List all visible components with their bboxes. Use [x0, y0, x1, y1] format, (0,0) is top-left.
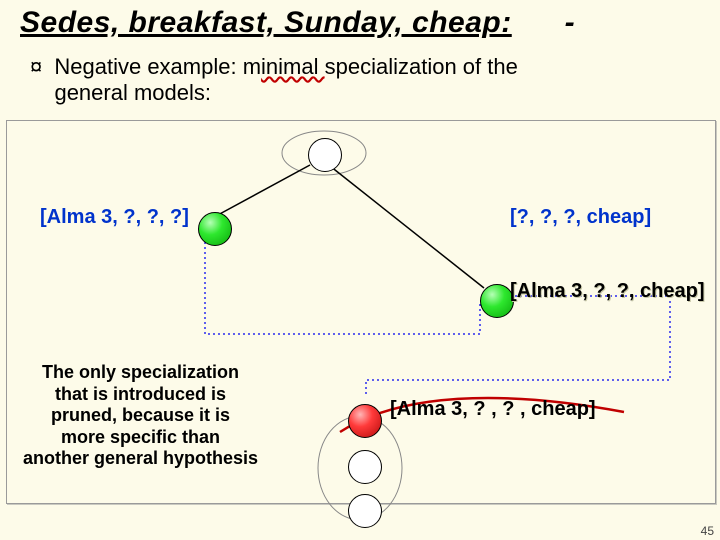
commentary-l4: more specific than — [61, 427, 220, 447]
sub-post: specialization of the — [325, 54, 518, 79]
commentary-l5: another general hypothesis — [23, 448, 258, 468]
node-right-green — [480, 284, 514, 318]
node-red — [348, 404, 382, 438]
label-q-cheap: [?, ?, ?, cheap] — [510, 206, 651, 229]
slide-number: 45 — [701, 524, 714, 538]
sub-line2: general models: — [54, 80, 211, 105]
slide-title: Sedes, breakfast, Sunday, cheap: - — [20, 6, 575, 40]
label-alma-q: [Alma 3, ?, ?, ?] — [40, 206, 189, 229]
commentary-block: The only specialization that is introduc… — [8, 362, 273, 470]
sub-wavy: inimal — [261, 54, 325, 79]
label-alma-cheap: [Alma 3, ?, ?, cheap] — [510, 280, 704, 303]
commentary-l3: pruned, because it is — [51, 405, 230, 425]
node-root — [308, 138, 342, 172]
node-left-green — [198, 212, 232, 246]
commentary-l2: that is introduced is — [55, 384, 226, 404]
commentary-l1: The only specialization — [42, 362, 239, 382]
sub-pre: Negative example: m — [54, 54, 261, 79]
bullet-icon: ¤ — [30, 54, 42, 79]
node-white-mid — [348, 450, 382, 484]
title-dash: - — [565, 6, 576, 39]
title-main: Sedes, breakfast, Sunday, cheap: — [20, 6, 512, 39]
node-white-bot — [348, 494, 382, 528]
label-alma-cheap-2: [Alma 3, ? , ? , cheap] — [390, 398, 596, 421]
subtitle: ¤ Negative example: minimal specializati… — [30, 54, 518, 106]
